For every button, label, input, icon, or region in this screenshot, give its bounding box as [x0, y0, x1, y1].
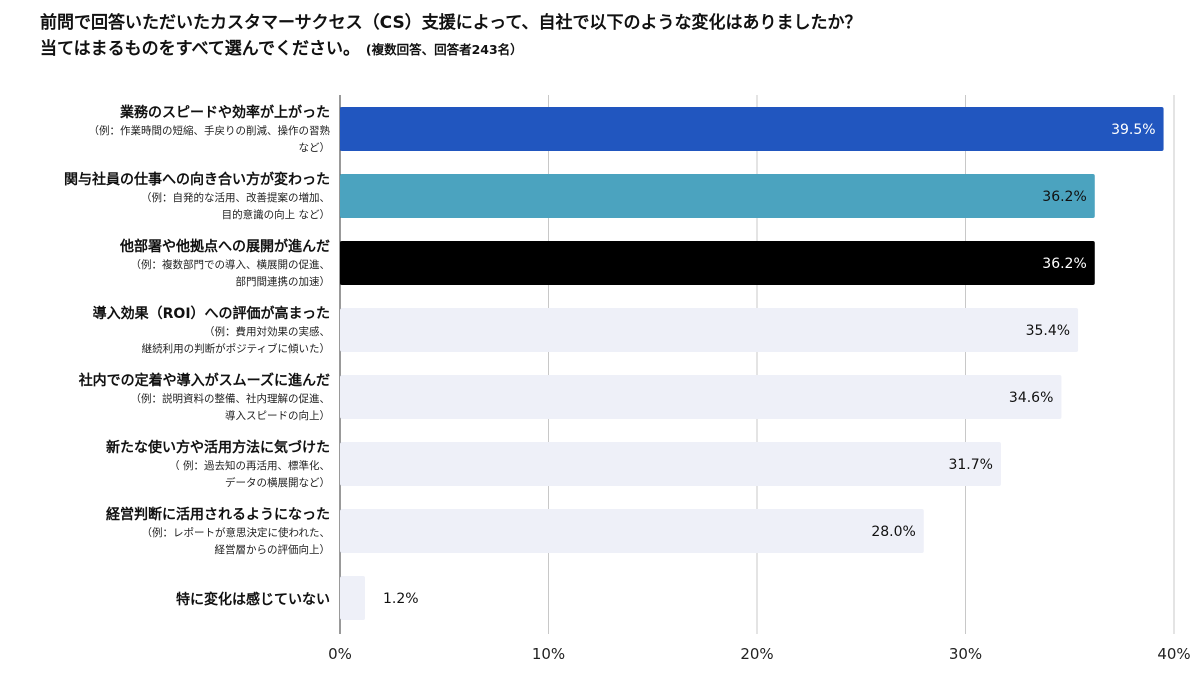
- bar-4: [340, 308, 1079, 352]
- category-label: 新たな使い方や活用方法に気づけた: [106, 439, 330, 456]
- bar-6: [340, 442, 1001, 486]
- x-tick-label: 0%: [328, 645, 352, 663]
- data-label: 28.0%: [871, 524, 915, 540]
- data-label: 36.2%: [1042, 189, 1086, 205]
- bar-2: [340, 174, 1095, 218]
- category-sublabel: データの横展開など）: [225, 476, 330, 489]
- x-tick-label: 40%: [1157, 645, 1190, 663]
- bars-layer: 39.5% 36.2% 36.2% 35.4% 34.6% 31.7% 28.0% 1.2%: [340, 107, 1164, 620]
- category-label: 社内での定着や導入がスムーズに進んだ: [78, 372, 330, 389]
- chart-subtitle-note: (複数回答、回答者243名）: [365, 42, 523, 57]
- data-label: 31.7%: [948, 457, 992, 473]
- category-label: 関与社員の仕事への向き合い方が変わった: [64, 171, 330, 188]
- category-sublabel: 目的意識の向上 など）: [222, 208, 330, 221]
- chart-subtitle: 当てはまるものをすべて選んでください。 (複数回答、回答者243名）: [40, 36, 1180, 63]
- category-sublabel: 部門間連携の加速）: [236, 275, 331, 288]
- bar-8: [340, 576, 366, 620]
- category-sublabel: （例：自発的な活用、改善提案の増加、: [141, 191, 330, 204]
- category-sublabel: 経営層からの評価向上）: [215, 543, 331, 556]
- data-label: 39.5%: [1111, 122, 1155, 138]
- bar-5: [340, 375, 1062, 419]
- category-sublabel: （例：費用対効果の実感、: [204, 325, 330, 338]
- x-tick-label: 10%: [532, 645, 565, 663]
- category-sublabel: （例：レポートが意思決定に使われた、: [142, 526, 330, 539]
- chart-title: 前問で回答いただいたカスタマーサクセス（CS）支援によって、自社で以下のような変…: [40, 13, 862, 33]
- category-label: 導入効果（ROI）への評価が高まった: [93, 305, 330, 322]
- data-label: 1.2%: [383, 591, 419, 607]
- category-sublabel: （例：説明資料の整備、社内理解の促進、: [131, 392, 331, 405]
- x-tick-label: 20%: [740, 645, 773, 663]
- bar-3: [340, 241, 1095, 285]
- chart-title-block: 前問で回答いただいたカスタマーサクセス（CS）支援によって、自社で以下のような変…: [40, 10, 1180, 63]
- category-label: 経営判断に活用されるようになった: [106, 506, 330, 523]
- bar-7: [340, 509, 924, 553]
- category-labels: 業務のスピードや効率が上がった （例：作業時間の短縮、手戻りの削減、操作の習熟など…: [64, 104, 330, 608]
- category-sublabel: （例：複数部門での導入、横展開の促進、: [131, 258, 331, 271]
- data-label: 36.2%: [1042, 256, 1086, 272]
- category-sublabel: 継続利用の判断がポジティブに傾いた）: [142, 342, 330, 355]
- chart-subtitle-main: 当てはまるものをすべて選んでください。: [40, 39, 360, 59]
- x-tick-labels: 0% 10% 20% 30% 40%: [328, 645, 1191, 663]
- category-sublabel: など）: [299, 142, 331, 154]
- category-sublabel: （ 例：過去知の再活用、標準化、: [169, 459, 330, 472]
- category-sublabel: 導入スピードの向上）: [225, 409, 330, 422]
- category-label: 業務のスピードや効率が上がった: [119, 104, 330, 121]
- category-label: 他部署や他拠点への展開が進んだ: [119, 238, 330, 255]
- bar-1: [340, 107, 1164, 151]
- data-label: 34.6%: [1009, 390, 1053, 406]
- data-label: 35.4%: [1026, 323, 1070, 339]
- x-tick-label: 30%: [949, 645, 982, 663]
- category-label: 特に変化は感じていない: [176, 591, 330, 608]
- category-sublabel: （例：作業時間の短縮、手戻りの削減、操作の習熟: [89, 124, 331, 137]
